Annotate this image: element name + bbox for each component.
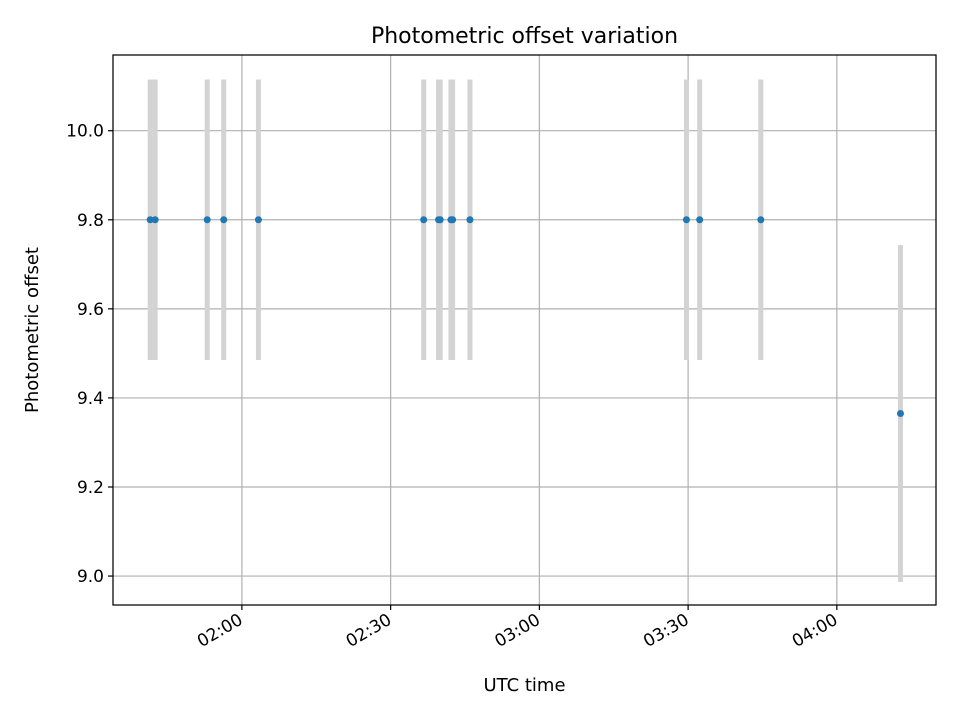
y-axis-ticks: 9.0 9.2 9.4 9.6 9.8 10.0: [66, 122, 113, 587]
plot-frame: [112, 54, 937, 606]
error-bars: [147, 79, 903, 582]
data-point: [151, 216, 159, 224]
x-tick-label: 03:00: [491, 610, 543, 652]
x-tick-label: 02:00: [194, 610, 246, 652]
data-point: [220, 216, 228, 224]
data-point: [682, 216, 690, 224]
data-point: [896, 410, 904, 418]
data-point: [420, 216, 428, 224]
data-point: [203, 216, 211, 224]
x-tick-label: 04:00: [789, 610, 841, 652]
data-points: [146, 216, 904, 418]
y-axis-label: Photometric offset: [22, 247, 43, 413]
data-point: [449, 216, 457, 224]
y-tick-label: 9.2: [77, 478, 104, 498]
y-tick-label: 9.0: [77, 567, 104, 587]
y-tick-label: 10.0: [66, 122, 104, 142]
x-tick-label: 03:30: [640, 610, 692, 652]
data-point: [466, 216, 474, 224]
y-tick-label: 9.6: [77, 300, 104, 320]
grid: [113, 55, 936, 605]
x-axis-label: UTC time: [483, 675, 565, 696]
y-tick-label: 9.8: [77, 211, 104, 231]
data-point: [436, 216, 444, 224]
data-point: [696, 216, 704, 224]
data-point: [254, 216, 262, 224]
data-point: [757, 216, 765, 224]
x-tick-label: 02:30: [343, 610, 395, 652]
y-tick-label: 9.4: [77, 389, 104, 409]
x-axis-ticks: 02:00 02:30 03:00 03:30 04:00: [194, 605, 841, 652]
data-point: [146, 216, 154, 224]
chart-title: Photometric offset variation: [371, 24, 678, 49]
